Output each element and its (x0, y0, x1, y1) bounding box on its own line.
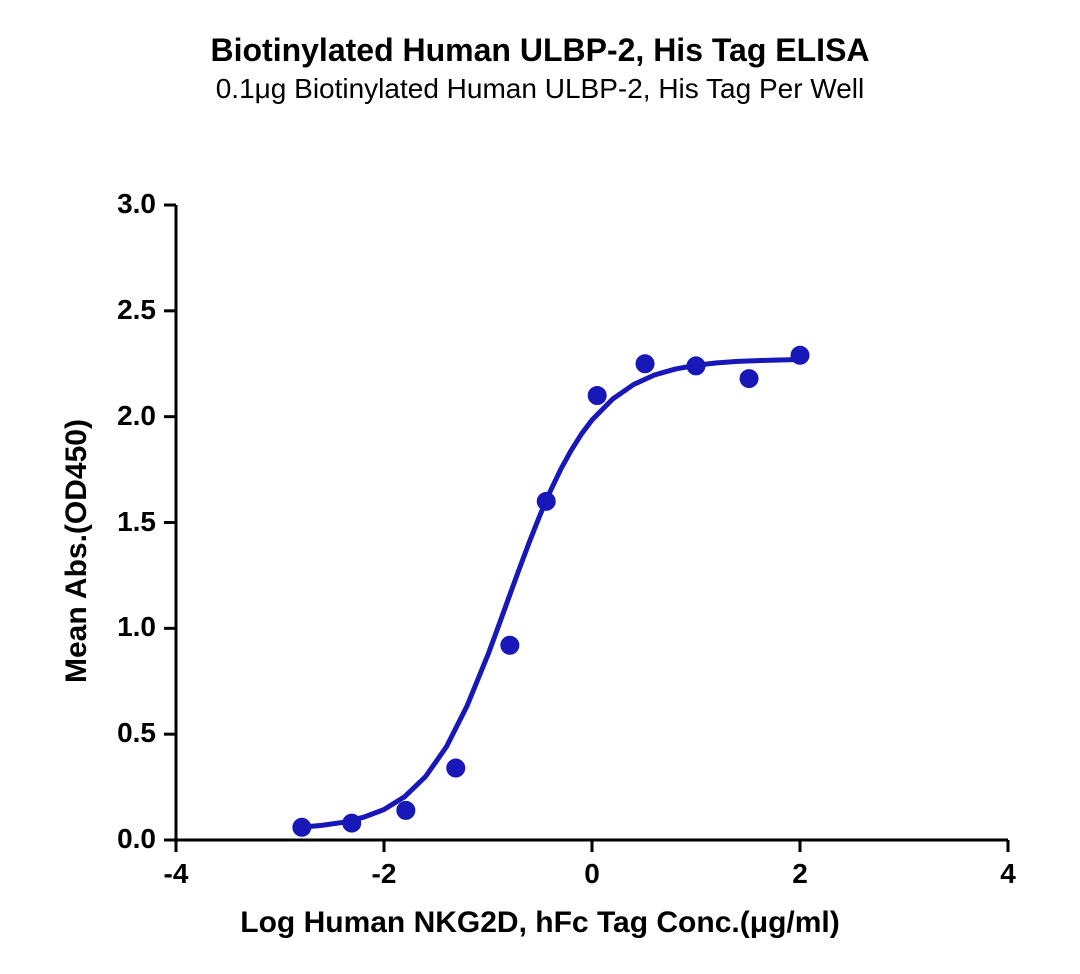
y-tick-label: 1.5 (86, 506, 156, 538)
fit-curve (301, 360, 800, 828)
data-point (293, 818, 311, 836)
data-point (537, 492, 555, 510)
data-point (501, 636, 519, 654)
x-tick-label: -2 (354, 858, 414, 890)
x-tick-label: 4 (978, 858, 1038, 890)
data-point (687, 357, 705, 375)
x-tick-label: -4 (146, 858, 206, 890)
data-point (447, 759, 465, 777)
x-tick-label: 0 (562, 858, 622, 890)
x-tick-label: 2 (770, 858, 830, 890)
data-point (343, 814, 361, 832)
y-tick-label: 2.5 (86, 294, 156, 326)
y-tick-label: 2.0 (86, 400, 156, 432)
y-tick-label: 1.0 (86, 611, 156, 643)
data-point (791, 346, 809, 364)
y-tick-label: 3.0 (86, 188, 156, 220)
data-point (740, 370, 758, 388)
data-point (588, 387, 606, 405)
y-tick-label: 0.5 (86, 717, 156, 749)
data-point (397, 801, 415, 819)
data-point (636, 355, 654, 373)
chart-area (0, 0, 1080, 974)
y-tick-label: 0.0 (86, 823, 156, 855)
